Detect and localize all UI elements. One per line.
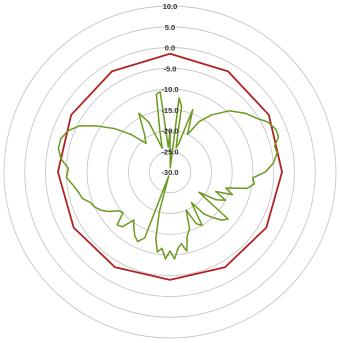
- r-tick-label: -15.0: [161, 106, 178, 115]
- r-tick-label: -25.0: [161, 147, 178, 156]
- r-tick-label: -10.0: [161, 85, 178, 94]
- grid-ring: [86, 88, 254, 256]
- r-tick-label: 5.0: [165, 23, 175, 32]
- r-tick-label: 10.0: [163, 2, 178, 11]
- grid-ring: [3, 5, 337, 339]
- series-layer: [57, 52, 283, 281]
- radial-tick-labels: 10.0 5.0 0.0 -5.0 -10.0 -15.0 -20.0 -25.0 -30.0: [161, 2, 178, 177]
- r-tick-label: -30.0: [161, 168, 178, 177]
- series-line-1: [57, 52, 283, 281]
- r-tick-label: 0.0: [165, 44, 175, 53]
- r-tick-label: -20.0: [161, 127, 178, 136]
- grid-ring: [45, 47, 295, 297]
- r-tick-label: -5.0: [164, 64, 177, 73]
- grid-ring: [65, 67, 275, 277]
- series-line-2: [57, 90, 280, 260]
- grid-ring: [24, 26, 316, 318]
- grid-ring: [107, 109, 233, 235]
